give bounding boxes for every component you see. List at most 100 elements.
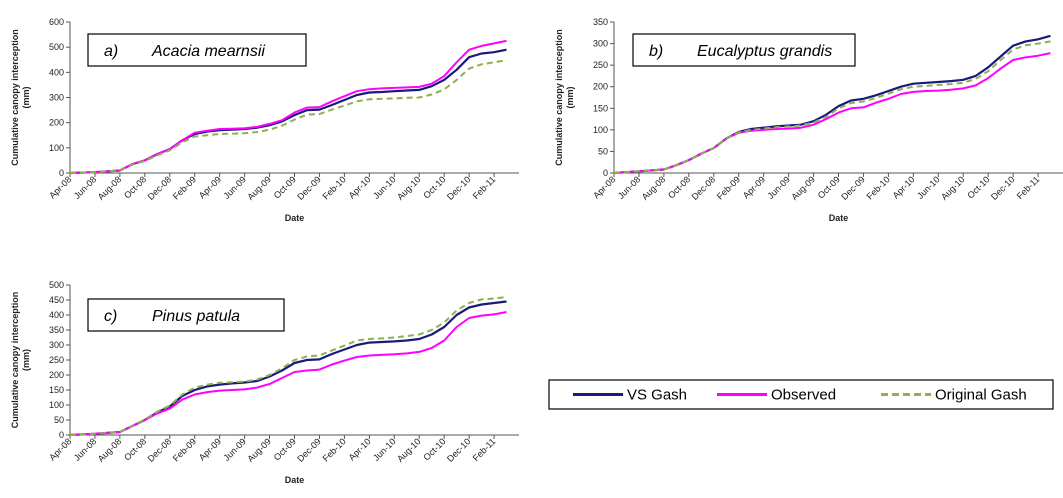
x-tick-label: Aug-09 (245, 174, 273, 202)
x-tick-label: Oct-09 (272, 174, 298, 200)
y-tick-label: 350 (593, 17, 608, 27)
x-tick-label: Feb-09 (715, 174, 742, 201)
x-tick-label: Dec-08 (146, 436, 174, 464)
legend-label: Original Gash (935, 387, 1027, 404)
x-tick-label: Feb-11 (471, 436, 498, 463)
x-tick-label: Apr-10 (347, 436, 373, 462)
x-tick-label: Dec-10 (445, 436, 473, 464)
y-tick-label: 500 (49, 42, 64, 52)
y-tick-label: 350 (49, 325, 64, 335)
x-tick-label: Oct-09 (272, 436, 298, 462)
y-tick-label: 250 (593, 60, 608, 70)
y-tick-label: 0 (603, 168, 608, 178)
panel-title: Pinus patula (152, 308, 240, 325)
y-tick-label: 0 (59, 430, 64, 440)
x-tick-label: Apr-09 (197, 174, 223, 200)
x-tick-label: Aug-08 (640, 174, 668, 202)
x-tick-label: Apr-08 (47, 436, 73, 462)
x-tick-label: Dec-08 (146, 174, 174, 202)
x-tick-label: Feb-09 (171, 436, 198, 463)
x-axis-title: Date (829, 213, 849, 223)
x-tick-label: Jun-10 (371, 436, 398, 463)
series-line-observed (69, 311, 507, 436)
x-tick-label: Dec-08 (690, 174, 718, 202)
x-tick-label: Jun-10 (371, 174, 398, 201)
x-tick-label: Apr-08 (47, 174, 73, 200)
x-axis-title: Date (285, 475, 305, 485)
y-tick-label: 400 (49, 67, 64, 77)
x-tick-label: Jun-09 (221, 174, 248, 201)
x-tick-label: Apr-10 (347, 174, 373, 200)
panel-title-box (87, 298, 285, 332)
x-tick-label: Dec-10 (445, 174, 473, 202)
x-tick-label: Jun-10 (915, 174, 942, 201)
x-tick-label: Jun-08 (72, 436, 99, 463)
y-tick-label: 450 (49, 295, 64, 305)
x-tick-label: Dec-09 (295, 174, 323, 202)
y-tick-label: 0 (59, 168, 64, 178)
x-tick-label: Feb-10 (865, 174, 892, 201)
y-tick-label: 400 (49, 310, 64, 320)
y-tick-label: 200 (49, 370, 64, 380)
x-tick-label: Jun-09 (221, 436, 248, 463)
y-axis-title: Cumulative canopy interception(mm) (554, 29, 575, 166)
y-tick-label: 100 (49, 143, 64, 153)
y-tick-label: 150 (49, 385, 64, 395)
panel-title: Acacia mearnsii (151, 43, 265, 60)
panel-acacia-mearnsii: 0100200300400500600Apr-08Jun-08Aug-08Oct… (10, 17, 519, 223)
panel-eucalyptus-grandis: 050100150200250300350Apr-08Jun-08Aug-08O… (554, 17, 1063, 223)
y-tick-label: 300 (49, 340, 64, 350)
series-line-observed (69, 39, 507, 174)
legend-label: VS Gash (627, 387, 687, 404)
x-tick-label: Oct-10 (421, 174, 447, 200)
x-tick-label: Aug-09 (789, 174, 817, 202)
panel-letter: a) (104, 43, 118, 60)
x-tick-label: Jun-09 (765, 174, 792, 201)
series-line-original-gash (613, 40, 1051, 174)
series-line-original-gash (69, 296, 507, 436)
x-tick-label: Dec-10 (989, 174, 1017, 202)
x-tick-label: Aug-10 (939, 174, 967, 202)
x-tick-label: Feb-10 (321, 174, 348, 201)
x-tick-label: Apr-08 (591, 174, 617, 200)
x-tick-label: Aug-09 (245, 436, 273, 464)
x-tick-label: Aug-08 (96, 436, 124, 464)
x-tick-label: Apr-10 (891, 174, 917, 200)
x-tick-label: Feb-11 (1015, 174, 1042, 201)
x-tick-label: Oct-08 (666, 174, 692, 200)
y-tick-label: 50 (54, 415, 64, 425)
x-tick-label: Feb-09 (171, 174, 198, 201)
panel-title-box (632, 33, 856, 67)
y-tick-label: 100 (49, 400, 64, 410)
y-tick-label: 300 (49, 93, 64, 103)
panel-title: Eucalyptus grandis (697, 43, 832, 60)
x-tick-label: Jun-08 (72, 174, 99, 201)
x-tick-label: Feb-11 (471, 174, 498, 201)
legend: VS Gash Observed Original Gash (548, 379, 1054, 410)
series-line-vs-gash (69, 300, 507, 437)
x-tick-label: Aug-08 (96, 174, 124, 202)
y-tick-label: 500 (49, 280, 64, 290)
x-tick-label: Dec-09 (295, 436, 323, 464)
y-tick-label: 150 (593, 103, 608, 113)
x-tick-label: Aug-10 (395, 174, 423, 202)
x-axis-title: Date (285, 213, 305, 223)
legend-label: Observed (771, 387, 836, 404)
y-axis-title: Cumulative canopy interception(mm) (10, 292, 31, 429)
x-tick-label: Oct-10 (421, 436, 447, 462)
series-line-original-gash (69, 59, 507, 174)
x-tick-label: Feb-10 (321, 436, 348, 463)
x-tick-label: Aug-10 (395, 436, 423, 464)
y-tick-label: 100 (593, 125, 608, 135)
panel-letter: c) (104, 308, 117, 325)
y-tick-label: 50 (598, 146, 608, 156)
series-line-vs-gash (69, 48, 507, 175)
x-tick-label: Jun-08 (616, 174, 643, 201)
y-tick-label: 200 (593, 82, 608, 92)
y-axis-title: Cumulative canopy interception(mm) (10, 29, 31, 166)
x-tick-label: Oct-10 (965, 174, 991, 200)
x-tick-label: Dec-09 (839, 174, 867, 202)
x-tick-label: Apr-09 (741, 174, 767, 200)
panel-pinus-patula: 050100150200250300350400450500Apr-08Jun-… (10, 280, 519, 485)
